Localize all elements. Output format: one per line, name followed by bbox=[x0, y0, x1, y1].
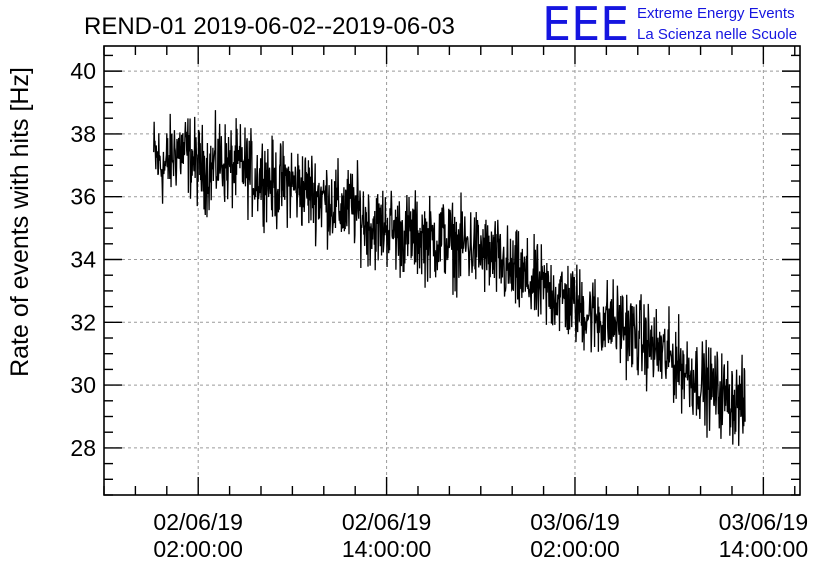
y-tick-label: 30 bbox=[70, 372, 96, 398]
x-tick-label-time: 14:00:00 bbox=[719, 536, 809, 562]
eee-logo-letters: EEE bbox=[542, 0, 629, 51]
logo-line-1: Extreme Energy Events bbox=[637, 5, 795, 22]
x-tick-label-date: 03/06/19 bbox=[719, 509, 809, 535]
y-tick-label: 40 bbox=[70, 58, 96, 84]
y-tick-label: 34 bbox=[70, 247, 96, 273]
y-axis-label: Rate of events with hits [Hz] bbox=[6, 67, 34, 377]
x-tick-label-time: 02:00:00 bbox=[153, 536, 243, 562]
y-tick-label: 28 bbox=[70, 435, 96, 461]
y-tick-label: 32 bbox=[70, 309, 96, 335]
eee-logo: EEE Extreme Energy Events La Scienza nel… bbox=[542, 0, 797, 51]
plot-frame bbox=[103, 45, 801, 496]
x-tick-label-time: 02:00:00 bbox=[530, 536, 620, 562]
series-line bbox=[153, 110, 746, 446]
x-tick-label-date: 02/06/19 bbox=[153, 509, 243, 535]
grid-lines bbox=[104, 46, 800, 495]
x-tick-label-time: 14:00:00 bbox=[342, 536, 432, 562]
x-tick-label-date: 03/06/19 bbox=[530, 509, 620, 535]
chart-title: REND-01 2019-06-02--2019-06-03 bbox=[84, 13, 455, 40]
logo-line-2: La Scienza nelle Scuole bbox=[637, 26, 797, 43]
y-tick-label: 38 bbox=[70, 121, 96, 147]
series-layer bbox=[153, 110, 746, 446]
axis-ticks bbox=[103, 46, 800, 496]
tick-labels: 2830323436384002/06/1902:00:0002/06/1914… bbox=[70, 58, 808, 562]
x-tick-label-date: 02/06/19 bbox=[342, 509, 432, 535]
y-tick-label: 36 bbox=[70, 184, 96, 210]
